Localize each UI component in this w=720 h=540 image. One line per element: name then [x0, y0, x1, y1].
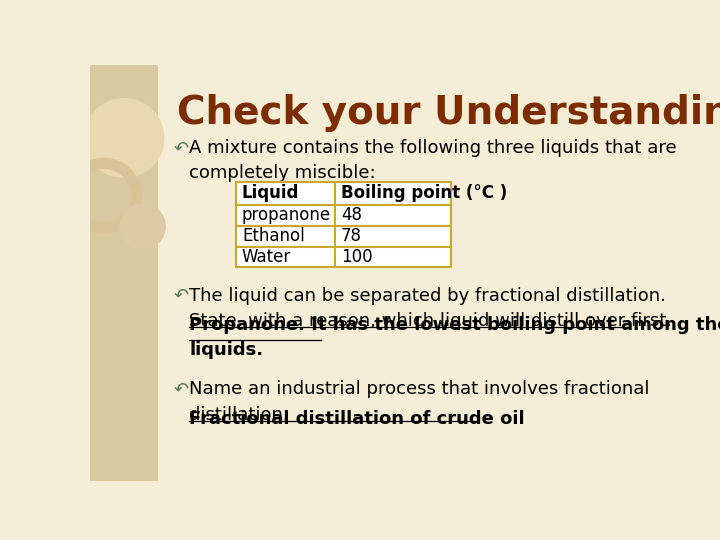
FancyBboxPatch shape [90, 65, 158, 481]
Text: 78: 78 [341, 227, 362, 245]
FancyBboxPatch shape [335, 247, 451, 267]
Text: Check your Understanding: Check your Understanding [177, 94, 720, 132]
Circle shape [120, 204, 166, 249]
FancyBboxPatch shape [335, 182, 451, 205]
Text: The liquid can be separated by fractional distillation.
State, with a reason, wh: The liquid can be separated by fractiona… [189, 287, 672, 329]
Text: Name an industrial process that involves fractional
distillation.: Name an industrial process that involves… [189, 381, 649, 423]
Text: Liquid: Liquid [242, 184, 300, 202]
Text: 100: 100 [341, 248, 373, 266]
Text: Boiling point (°C ): Boiling point (°C ) [341, 184, 508, 202]
Text: Propanone. It has the lowest boiling point among the 3
liquids.: Propanone. It has the lowest boiling poi… [189, 316, 720, 359]
Text: Water: Water [242, 248, 291, 266]
Text: ↶: ↶ [174, 139, 189, 158]
Circle shape [84, 98, 164, 178]
FancyBboxPatch shape [235, 205, 335, 226]
FancyBboxPatch shape [235, 247, 335, 267]
FancyBboxPatch shape [235, 226, 335, 247]
Text: Ethanol: Ethanol [242, 227, 305, 245]
FancyBboxPatch shape [235, 182, 335, 205]
Text: propanone: propanone [242, 206, 331, 224]
FancyBboxPatch shape [158, 65, 648, 481]
Text: Fractional distillation of crude oil: Fractional distillation of crude oil [189, 410, 525, 428]
Text: A mixture contains the following three liquids that are
completely miscible:: A mixture contains the following three l… [189, 139, 677, 183]
FancyBboxPatch shape [335, 226, 451, 247]
FancyBboxPatch shape [335, 205, 451, 226]
Text: ↶: ↶ [174, 287, 189, 305]
Text: 48: 48 [341, 206, 362, 224]
Text: ↶: ↶ [174, 381, 189, 399]
